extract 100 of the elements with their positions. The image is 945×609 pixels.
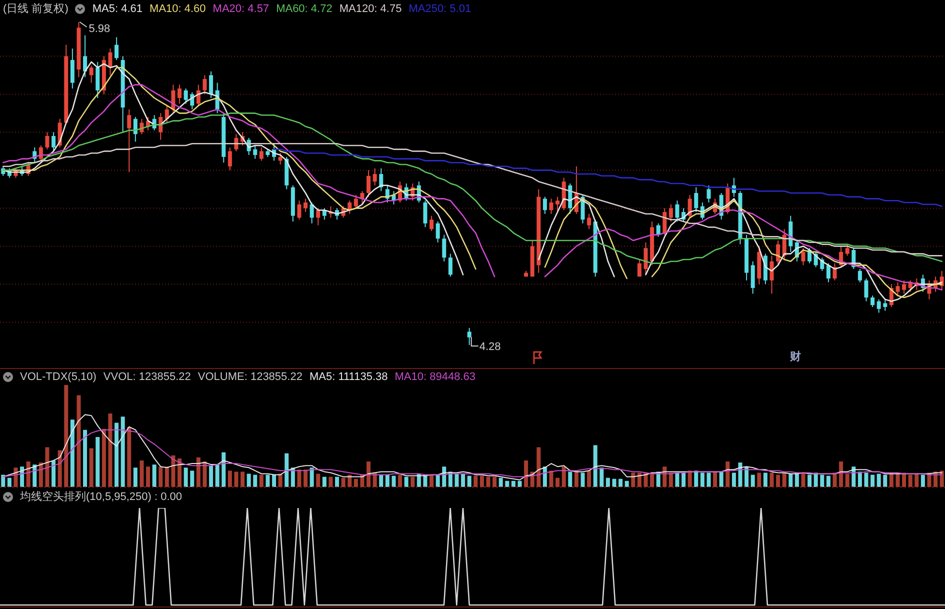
- candlestick: [372, 168, 377, 186]
- bar: [770, 472, 774, 487]
- bar: [209, 466, 214, 487]
- bar: [89, 448, 94, 487]
- bar: [467, 476, 472, 487]
- bar: [536, 447, 541, 487]
- candlestick: [108, 48, 112, 76]
- candlestick: [127, 108, 132, 173]
- bar: [556, 478, 560, 487]
- bar: [158, 466, 163, 487]
- bar: [385, 474, 390, 487]
- bar: [549, 470, 554, 487]
- candlestick: [801, 248, 806, 266]
- bar: [366, 462, 371, 487]
- bar: [593, 445, 598, 487]
- candlestick: [278, 152, 282, 165]
- bar: [902, 472, 906, 487]
- text: MA20: 4.57: [212, 2, 270, 17]
- bar: [524, 460, 528, 487]
- candlestick: [316, 208, 320, 226]
- bar: [83, 430, 88, 487]
- text: MA5: 4.61: [92, 2, 143, 17]
- bar: [474, 476, 478, 487]
- bar: [820, 474, 824, 487]
- candlestick: [845, 244, 850, 256]
- text: 财: [789, 350, 801, 363]
- bar: [505, 480, 510, 487]
- bar: [814, 472, 818, 487]
- candlestick: [45, 132, 50, 150]
- bar: [624, 480, 629, 487]
- bar: [127, 426, 132, 487]
- candlestick: [310, 202, 314, 224]
- bar: [114, 422, 119, 487]
- bar: [650, 472, 654, 487]
- bar: [146, 466, 150, 487]
- bar: [76, 395, 81, 487]
- bar: [688, 470, 692, 487]
- candlestick: [542, 196, 547, 214]
- candlestick: [379, 168, 384, 192]
- bar: [316, 474, 320, 487]
- bar: [240, 472, 245, 487]
- bar: [266, 474, 270, 487]
- candlestick: [637, 259, 642, 278]
- text: VVOL: 123855.22: [103, 370, 191, 385]
- bar: [328, 476, 333, 487]
- bar: [757, 472, 762, 487]
- bar: [1, 474, 6, 487]
- candlestick: [114, 36, 119, 60]
- text: MA120: 4.75: [339, 2, 402, 17]
- bar: [587, 470, 592, 487]
- bar: [574, 470, 578, 487]
- candlestick: [38, 145, 43, 162]
- candlestick: [706, 184, 711, 203]
- bar: [259, 474, 264, 487]
- bar: [826, 476, 830, 487]
- candlestick: [209, 70, 214, 98]
- bar: [120, 416, 125, 487]
- bar: [839, 462, 844, 487]
- bar: [392, 476, 396, 487]
- bar: [26, 462, 30, 487]
- candlestick: [587, 213, 592, 230]
- bar: [750, 474, 755, 487]
- bar: [782, 472, 786, 487]
- bar: [883, 474, 888, 487]
- candlestick: [694, 186, 698, 212]
- bar: [246, 474, 251, 487]
- bar: [38, 462, 43, 487]
- candlestick: [858, 268, 862, 283]
- bar: [102, 428, 106, 487]
- candlestick: [253, 145, 258, 160]
- bar: [442, 466, 446, 487]
- bar: [341, 478, 346, 487]
- text: MA10: 4.60: [150, 2, 206, 17]
- candlestick: [549, 198, 554, 214]
- text: VOLUME: 123855.22: [198, 370, 302, 385]
- candlestick: [668, 204, 673, 222]
- bar: [637, 472, 642, 487]
- candlestick: [644, 242, 648, 276]
- bar: [700, 472, 704, 487]
- bar: [404, 476, 408, 487]
- bar: [719, 472, 724, 487]
- candlestick: [304, 198, 308, 212]
- bar: [436, 474, 440, 487]
- bar: [108, 414, 112, 487]
- bar: [164, 466, 169, 487]
- bar: [808, 474, 812, 487]
- bar: [284, 453, 289, 487]
- annotation: 5.98: [88, 23, 110, 35]
- bar: [876, 474, 881, 487]
- candlestick: [228, 146, 232, 171]
- candlestick: [184, 88, 188, 104]
- bar: [297, 470, 302, 487]
- bar: [152, 464, 156, 487]
- bar: [196, 457, 200, 487]
- bar: [801, 472, 806, 487]
- bar: [694, 470, 698, 487]
- candlestick: [89, 65, 94, 84]
- bar: [398, 474, 402, 487]
- candlestick: [259, 146, 264, 162]
- bar: [335, 476, 340, 487]
